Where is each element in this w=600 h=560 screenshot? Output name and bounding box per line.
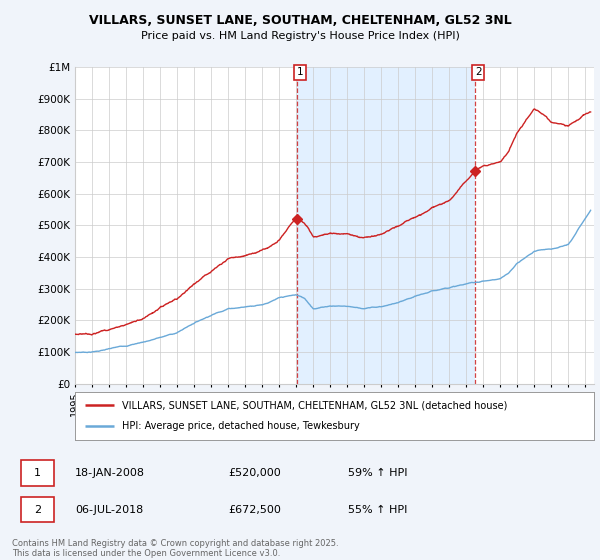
Text: Price paid vs. HM Land Registry's House Price Index (HPI): Price paid vs. HM Land Registry's House … — [140, 31, 460, 41]
Text: 2: 2 — [34, 505, 41, 515]
Text: £672,500: £672,500 — [228, 505, 281, 515]
Text: 2: 2 — [475, 67, 482, 77]
Text: 1: 1 — [297, 67, 304, 77]
Text: 18-JAN-2008: 18-JAN-2008 — [75, 468, 145, 478]
Text: 55% ↑ HPI: 55% ↑ HPI — [348, 505, 407, 515]
Bar — [297, 67, 475, 384]
Text: 1: 1 — [34, 468, 41, 478]
Text: VILLARS, SUNSET LANE, SOUTHAM, CHELTENHAM, GL52 3NL: VILLARS, SUNSET LANE, SOUTHAM, CHELTENHA… — [89, 14, 511, 27]
Text: £520,000: £520,000 — [228, 468, 281, 478]
Text: 06-JUL-2018: 06-JUL-2018 — [75, 505, 143, 515]
Text: HPI: Average price, detached house, Tewkesbury: HPI: Average price, detached house, Tewk… — [122, 421, 359, 431]
Text: 59% ↑ HPI: 59% ↑ HPI — [348, 468, 407, 478]
Text: VILLARS, SUNSET LANE, SOUTHAM, CHELTENHAM, GL52 3NL (detached house): VILLARS, SUNSET LANE, SOUTHAM, CHELTENHA… — [122, 400, 507, 410]
Text: Contains HM Land Registry data © Crown copyright and database right 2025.
This d: Contains HM Land Registry data © Crown c… — [12, 539, 338, 558]
